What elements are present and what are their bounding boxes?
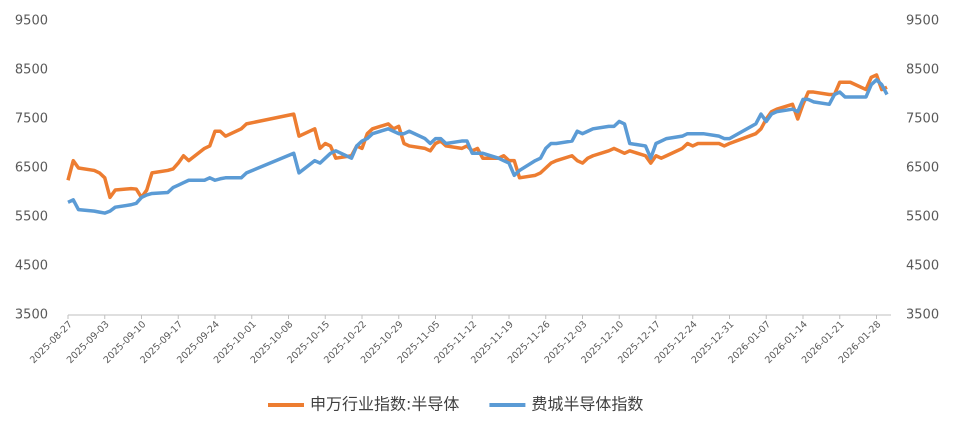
y-tick-label: 3500 [15,308,48,323]
legend-label: 费城半导体指数 [531,395,643,414]
y2-tick-label: 5500 [906,210,939,225]
y2-tick-label: 6500 [906,161,939,176]
y-tick-label: 4500 [15,259,48,274]
y-tick-label: 5500 [15,210,48,225]
y2-tick-label: 7500 [906,112,939,127]
y-tick-label: 7500 [15,112,48,127]
legend-label: 申万行业指数:半导体 [310,395,459,414]
y2-tick-label: 4500 [906,259,939,274]
y-tick-label: 6500 [15,161,48,176]
series-line [67,78,889,215]
y-tick-label: 9500 [15,14,48,29]
y2-tick-label: 8500 [906,63,939,78]
y-tick-label: 8500 [15,63,48,78]
y2-tick-label: 9500 [906,14,939,29]
y2-tick-label: 3500 [906,308,939,323]
